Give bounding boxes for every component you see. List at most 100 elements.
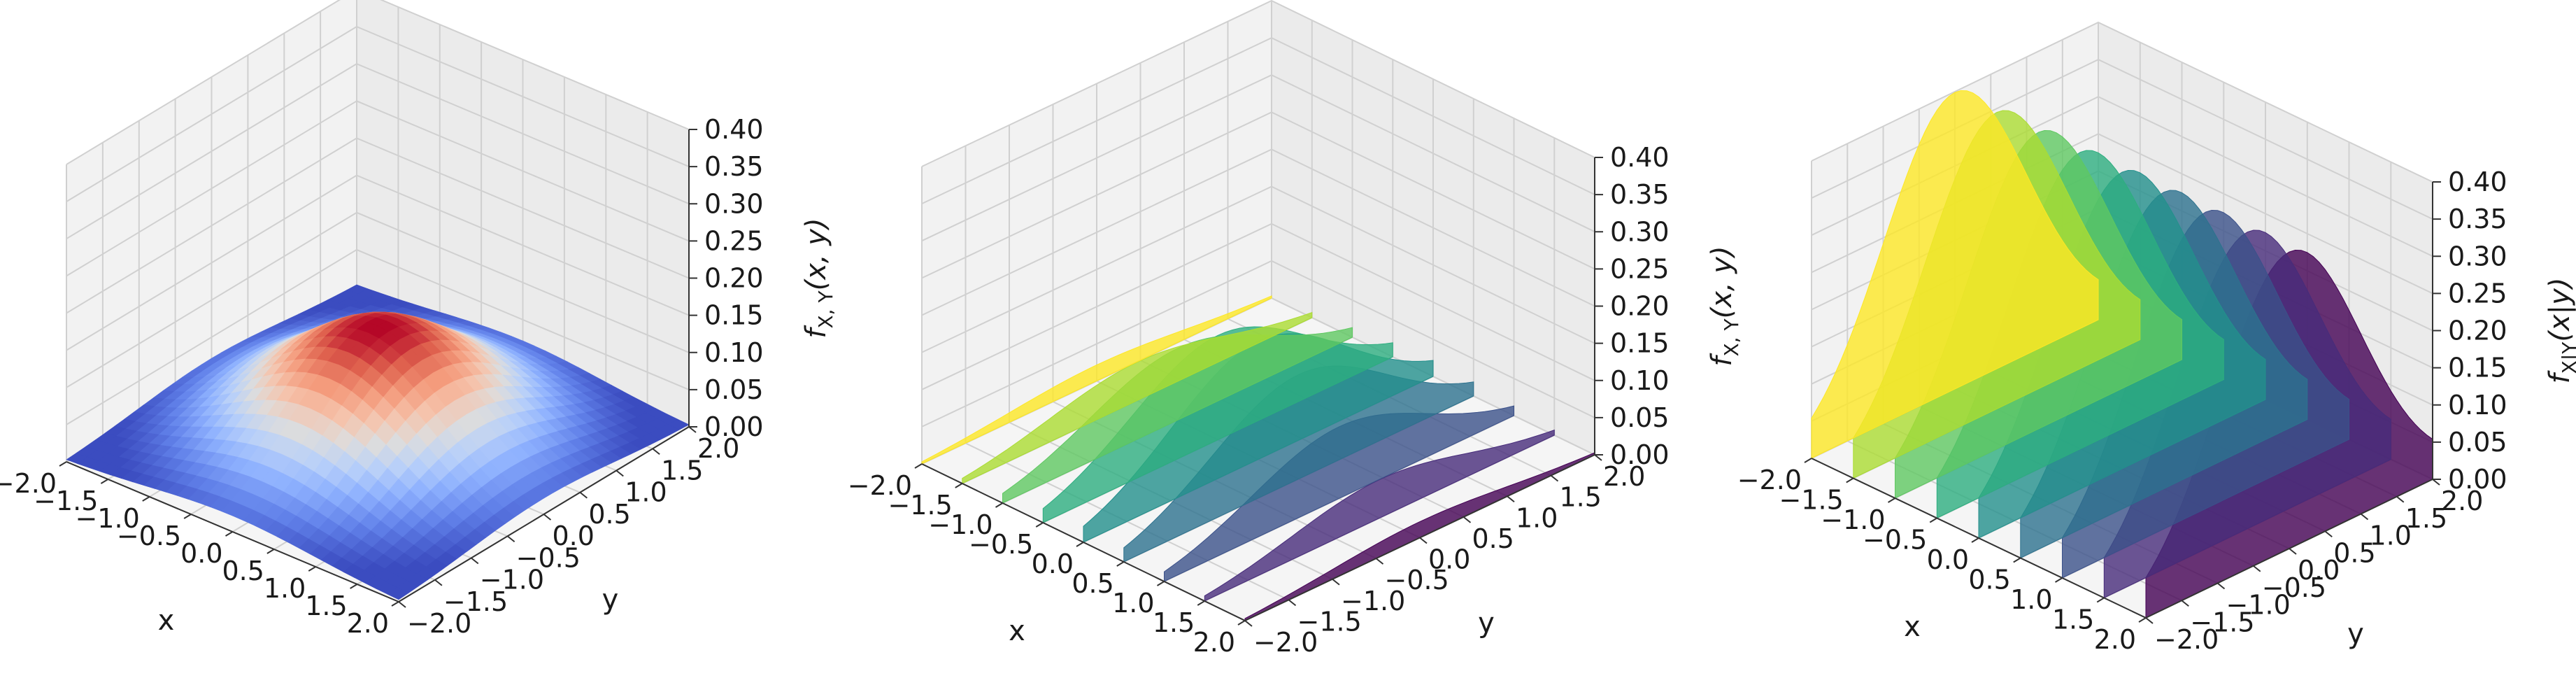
y-tick-label: −1.0 — [480, 565, 544, 595]
y-tick-mark — [2289, 548, 2297, 555]
y-tick-label: 0.0 — [553, 521, 595, 551]
y-tick-label: 1.5 — [661, 455, 703, 486]
z-label-subscript: X, Y — [814, 290, 837, 329]
x-tick-label: 1.0 — [1112, 588, 1154, 619]
y-tick-mark — [2216, 582, 2226, 590]
y-tick-mark — [1332, 578, 1340, 586]
y-tick-label: −1.5 — [2190, 607, 2254, 637]
x-tick-mark — [1156, 581, 1165, 586]
z-label-subscript: X, Y — [1720, 318, 1743, 357]
y-tick-label: −0.5 — [1385, 565, 1449, 595]
x-tick-label: −0.5 — [117, 521, 181, 551]
y-tick-label: 1.5 — [2405, 503, 2447, 534]
x-tick-mark — [266, 549, 275, 554]
z-tick-label: 0.30 — [704, 188, 764, 219]
z-tick-label: 0.10 — [1610, 365, 1670, 396]
z-tick-label: 0.30 — [2448, 241, 2507, 271]
y-tick-mark — [615, 469, 624, 477]
x-tick-label: −2.0 — [848, 470, 912, 501]
x-tick-label: −0.5 — [969, 529, 1033, 560]
z-tick-label: 0.15 — [1610, 328, 1670, 359]
y-tick-mark — [507, 535, 515, 543]
z-tick-label: 0.10 — [2448, 390, 2507, 421]
x-tick-label: 1.5 — [2052, 605, 2094, 635]
x-tick-mark — [1887, 497, 1896, 503]
y-tick-label: 1.5 — [1560, 482, 1602, 513]
x-tick-label: 1.5 — [305, 591, 347, 621]
z-axis-label: fX|Y(x|y) — [2544, 278, 2576, 384]
x-tick-label: 0.0 — [1032, 549, 1074, 579]
x-axis-label: x — [1904, 611, 1921, 643]
y-tick-mark — [1463, 516, 1472, 523]
x-tick-mark — [1804, 458, 1812, 463]
gridline-z — [66, 174, 690, 351]
gridline-z — [921, 223, 1595, 390]
gridline-z — [921, 111, 1595, 279]
x-tick-mark — [2138, 617, 2147, 623]
gridline-z — [921, 185, 1595, 353]
gridline-z — [66, 137, 690, 314]
x-tick-mark — [914, 463, 923, 469]
y-tick-mark — [2432, 479, 2440, 486]
slice-x-neg2 — [921, 295, 1272, 465]
slice-x-1.5 — [1204, 429, 1555, 602]
y-tick-mark — [1288, 599, 1297, 607]
y-tick-mark — [579, 491, 588, 499]
x-tick-label: −2.0 — [1737, 465, 1802, 495]
z-tick-label: 0.10 — [704, 337, 764, 368]
y-tick-label: 0.0 — [1428, 544, 1470, 575]
x-tick-label: 0.5 — [222, 556, 264, 586]
y-tick-label: 0.5 — [588, 499, 630, 530]
y-tick-label: 0.5 — [2333, 537, 2375, 568]
x-tick-label: −1.5 — [888, 490, 952, 521]
x-tick-mark — [2096, 597, 2105, 603]
x-tick-mark — [1197, 600, 1205, 606]
y-tick-mark — [471, 557, 479, 565]
y-tick-mark — [1594, 454, 1602, 461]
y-axis-label: y — [1478, 607, 1495, 640]
x-tick-mark — [1846, 477, 1854, 483]
y-tick-mark — [1375, 558, 1384, 565]
subplot-joint-slices: −2.0−1.5−1.0−0.50.00.51.01.52.0 −2.0−1.5−… — [848, 0, 1743, 658]
y-tick-mark — [434, 579, 443, 586]
x-tick-label: −1.5 — [34, 486, 98, 516]
x-tick-mark — [100, 479, 108, 484]
x-tick-mark — [2013, 557, 2021, 563]
z-tick-label: 0.35 — [2448, 204, 2507, 234]
subplot-conditional-slices: −2.0−1.5−1.0−0.50.00.51.01.52.0 −2.0−1.5−… — [1737, 21, 2576, 655]
y-tick-label: −2.0 — [1253, 627, 1318, 658]
z-tick-label: 0.35 — [1610, 179, 1670, 210]
z-tick-label: 0.05 — [2448, 427, 2507, 458]
y-tick-mark — [2253, 565, 2261, 572]
y-tick-label: 1.0 — [2370, 521, 2412, 551]
gridline-z — [66, 100, 690, 277]
z-tick-label: 0.15 — [704, 300, 764, 331]
x-tick-mark — [391, 601, 399, 607]
gridline-z — [66, 25, 690, 202]
y-tick-mark — [652, 448, 660, 456]
x-tick-label: 2.0 — [2094, 624, 2136, 655]
x-tick-label: −1.0 — [75, 503, 139, 534]
gridline-z — [921, 148, 1595, 316]
x-tick-label: 0.5 — [1072, 568, 1113, 599]
y-tick-label: −1.5 — [443, 586, 508, 617]
y-tick-label: −1.5 — [1297, 606, 1362, 637]
gridline-z — [66, 0, 690, 165]
x-tick-mark — [955, 483, 963, 488]
y-tick-label: −2.0 — [407, 608, 471, 639]
y-tick-mark — [1507, 495, 1515, 503]
z-tick-label: 0.25 — [1610, 253, 1670, 284]
slice-x-neg1.5 — [962, 311, 1313, 484]
y-tick-label: −0.5 — [516, 542, 581, 573]
x-tick-mark — [2054, 577, 2063, 583]
y-tick-mark — [1244, 620, 1253, 627]
gridline-z — [66, 63, 690, 240]
z-tick-label: 0.20 — [1610, 291, 1670, 322]
y-tick-label: 2.0 — [697, 433, 739, 464]
y-tick-mark — [2360, 513, 2369, 521]
x-tick-label: 1.0 — [264, 573, 306, 604]
x-tick-label: 1.0 — [2010, 584, 2052, 615]
x-tick-label: 2.0 — [347, 608, 389, 639]
x-tick-mark — [142, 496, 150, 502]
y-tick-label: 2.0 — [2441, 486, 2483, 516]
